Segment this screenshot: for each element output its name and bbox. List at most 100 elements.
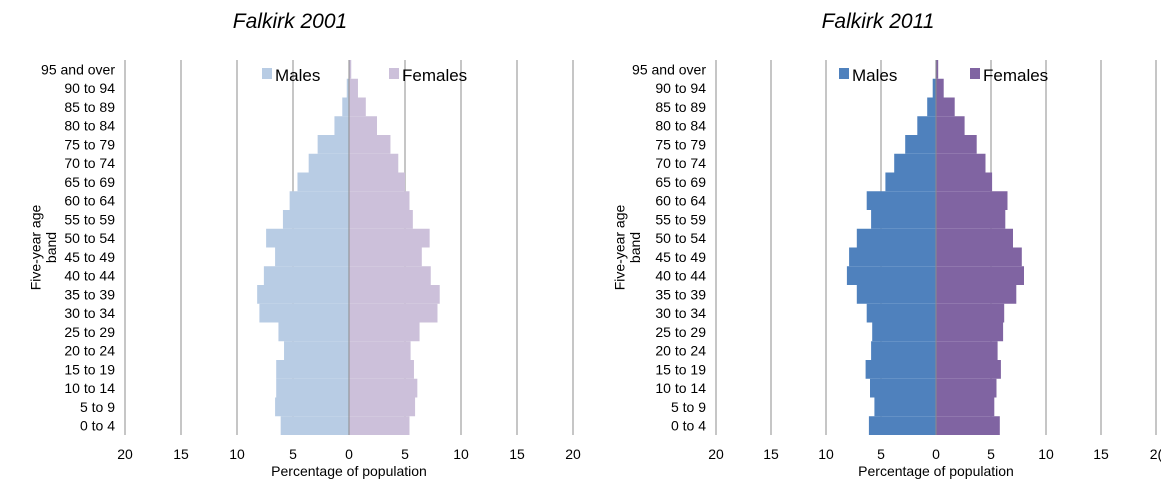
y-tick-label: 35 to 39 — [655, 286, 706, 302]
legend-males: Males — [262, 66, 320, 85]
bar-females-5-to-9 — [349, 397, 416, 417]
y-tick-label: 0 to 4 — [80, 418, 115, 434]
bar-females-55-to-59 — [349, 210, 413, 229]
bar-males-75-to-79 — [905, 135, 936, 154]
bar-females-30-to-34 — [349, 303, 438, 323]
x-tick-label: 0 — [932, 446, 940, 462]
legend-swatch — [970, 68, 980, 79]
legend-males: Males — [839, 66, 897, 85]
y-tick-label: 45 to 49 — [64, 249, 115, 265]
bar-females-65-to-69 — [349, 172, 405, 192]
bar-males-30-to-34 — [866, 303, 936, 323]
bar-males-90-to-94 — [346, 78, 349, 98]
bar-females-5-to-9 — [936, 397, 995, 417]
bar-males-5-to-9 — [874, 397, 936, 417]
bar-males-70-to-74 — [308, 153, 349, 173]
legend-label: Males — [275, 66, 320, 85]
bar-females-75-to-79 — [936, 135, 977, 154]
bar-females-15-to-19 — [936, 360, 1001, 379]
pyramid-chart-1: Falkirk 2001 0 to 4 5 to 9 10 to 14 15 to 19… — [28, 10, 581, 479]
bar-males-35-to-39 — [257, 285, 349, 304]
bar-females-55-to-59 — [936, 210, 1006, 229]
bar-males-20-to-24 — [284, 341, 349, 360]
bar-males-0-to-4 — [868, 416, 936, 435]
bar-females-25-to-29 — [349, 322, 420, 342]
chart-title: Falkirk 2011 — [822, 10, 935, 33]
bar-males-40-to-44 — [263, 266, 349, 285]
bar-males-5-to-9 — [275, 397, 349, 417]
legend-females: Females — [970, 66, 1048, 85]
bar-females-85-to-89 — [936, 97, 955, 117]
y-tick-label: 50 to 54 — [64, 230, 115, 246]
bar-males-85-to-89 — [342, 97, 349, 117]
y-tick-label: 25 to 29 — [655, 324, 706, 340]
x-tick-label: 2( — [1150, 446, 1161, 462]
bar-males-60-to-64 — [289, 191, 349, 210]
x-tick-label: 10 — [453, 446, 469, 462]
x-tick-label: 5 — [877, 446, 885, 462]
x-tick-label: 10 — [818, 446, 834, 462]
chart-title: Falkirk 2001 — [233, 10, 347, 33]
y-tick-label: 70 to 74 — [64, 155, 115, 171]
x-tick-label: 15 — [1093, 446, 1109, 462]
bar-males-40-to-44 — [846, 266, 936, 285]
y-tick-label: 55 to 59 — [64, 211, 115, 227]
bar-females-45-to-49 — [936, 247, 1022, 267]
y-tick-label: 10 to 14 — [64, 380, 115, 396]
bar-males-55-to-59 — [282, 210, 349, 229]
bar-females-0-to-4 — [936, 416, 1000, 435]
bar-males-65-to-69 — [885, 172, 936, 192]
y-tick-label: 10 to 14 — [655, 380, 706, 396]
y-tick-label: 35 to 39 — [64, 286, 115, 302]
bar-females-70-to-74 — [936, 153, 986, 173]
y-tick-label: 25 to 29 — [64, 324, 115, 340]
bar-females-30-to-34 — [936, 303, 1005, 323]
bar-males-85-to-89 — [927, 97, 936, 117]
bar-females-20-to-24 — [349, 341, 411, 360]
x-tick-label: 20 — [708, 446, 724, 462]
bar-females-10-to-14 — [349, 378, 418, 398]
bar-males-45-to-49 — [275, 247, 349, 267]
y-tick-label: 70 to 74 — [655, 155, 706, 171]
y-tick-label: 30 to 34 — [655, 305, 706, 321]
bar-females-80-to-84 — [349, 116, 377, 135]
bar-females-50-to-54 — [349, 228, 430, 248]
y-tick-label: 90 to 94 — [655, 80, 706, 96]
legend-swatch — [262, 68, 272, 79]
bar-males-55-to-59 — [871, 210, 936, 229]
bar-females-40-to-44 — [936, 266, 1024, 285]
bar-females-95-and-over — [349, 60, 352, 79]
bar-females-65-to-69 — [936, 172, 993, 192]
bar-females-90-to-94 — [936, 78, 944, 98]
y-tick-label: 75 to 79 — [655, 136, 706, 152]
bar-males-90-to-94 — [932, 78, 936, 98]
bar-females-85-to-89 — [349, 97, 366, 117]
y-tick-label: 90 to 94 — [64, 80, 115, 96]
bar-females-25-to-29 — [936, 322, 1004, 342]
x-tick-label: 15 — [763, 446, 779, 462]
y-tick-label: 95 and over — [632, 61, 706, 77]
y-tick-label: 95 and over — [41, 61, 115, 77]
bar-females-35-to-39 — [936, 285, 1017, 304]
bar-males-20-to-24 — [871, 341, 936, 360]
bar-males-25-to-29 — [278, 322, 349, 342]
bar-females-45-to-49 — [349, 247, 422, 267]
bar-males-0-to-4 — [280, 416, 349, 435]
bar-females-50-to-54 — [936, 228, 1013, 248]
bar-females-95-and-over — [936, 60, 939, 79]
y-tick-label: 60 to 64 — [655, 193, 706, 209]
x-tick-label: 5 — [289, 446, 297, 462]
legend-swatch — [839, 68, 849, 79]
bar-males-60-to-64 — [866, 191, 936, 210]
pyramid-chart-2: Falkirk 2011 0 to 4 5 to 9 10 to 14 15 to 19… — [612, 10, 1161, 479]
legend-label: Females — [983, 66, 1048, 85]
y-tick-label: 55 to 59 — [655, 211, 706, 227]
x-tick-label: 15 — [173, 446, 189, 462]
y-tick-label: 0 to 4 — [671, 418, 706, 434]
legend-swatch — [389, 68, 399, 79]
bar-females-60-to-64 — [349, 191, 410, 210]
x-tick-label: 0 — [345, 446, 353, 462]
bar-females-20-to-24 — [936, 341, 998, 360]
y-tick-label: 15 to 19 — [64, 361, 115, 377]
